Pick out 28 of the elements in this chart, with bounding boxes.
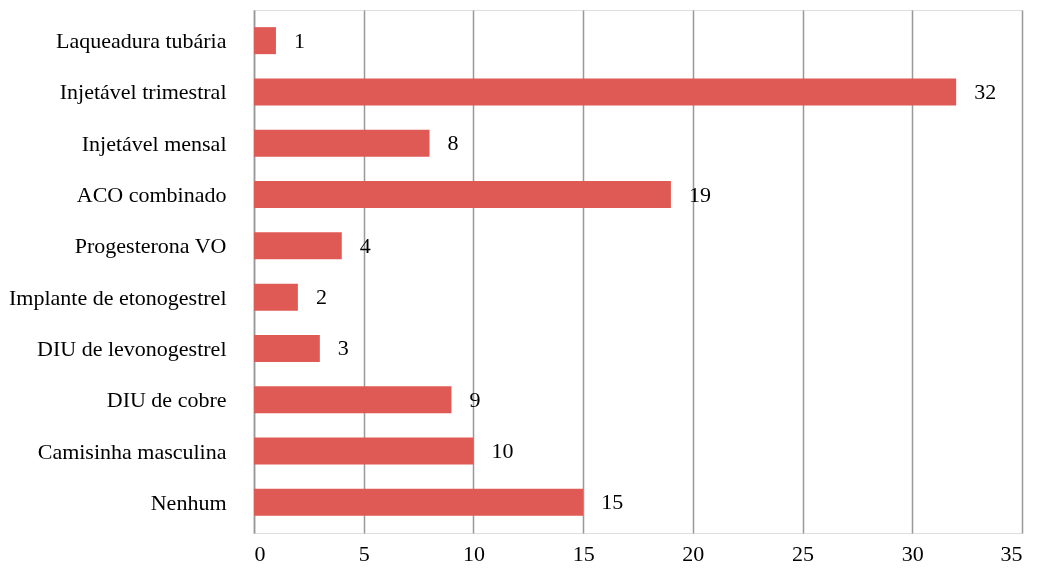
- x-tick-label: 30: [901, 540, 924, 566]
- data-label: 10: [491, 438, 514, 464]
- y-tick-label: Camisinha masculina: [37, 438, 227, 464]
- data-label: 15: [601, 489, 624, 515]
- data-label: 8: [447, 130, 459, 156]
- x-tick-label: 0: [254, 540, 266, 566]
- x-tick-label: 15: [572, 540, 595, 566]
- data-label: 32: [974, 78, 997, 104]
- y-tick-label: DIU de cobre: [106, 387, 227, 413]
- data-label: 2: [315, 284, 327, 310]
- y-tick-label: Nenhum: [150, 489, 227, 515]
- x-tick-label: 25: [792, 540, 815, 566]
- x-tick-label: 5: [358, 540, 370, 566]
- data-label: 1: [293, 27, 305, 53]
- x-tick-label: 35: [1000, 540, 1023, 566]
- x-tick-label: 10: [462, 540, 485, 566]
- data-label: 4: [359, 232, 371, 258]
- y-tick-label: DIU de levonogestrel: [37, 335, 227, 361]
- y-tick-label: ACO combinado: [76, 182, 227, 208]
- data-label: 9: [469, 386, 481, 412]
- data-label: 19: [688, 181, 711, 207]
- y-tick-label: Progesterona VO: [74, 233, 227, 259]
- y-tick-label: Laqueadura tubária: [56, 28, 227, 54]
- x-tick-label: 20: [682, 540, 705, 566]
- y-tick-label: Implante de etonogestrel: [9, 284, 227, 310]
- y-tick-label: Injetável mensal: [81, 130, 227, 156]
- data-label: 3: [337, 335, 349, 361]
- y-tick-label: Injetável trimestral: [59, 79, 227, 105]
